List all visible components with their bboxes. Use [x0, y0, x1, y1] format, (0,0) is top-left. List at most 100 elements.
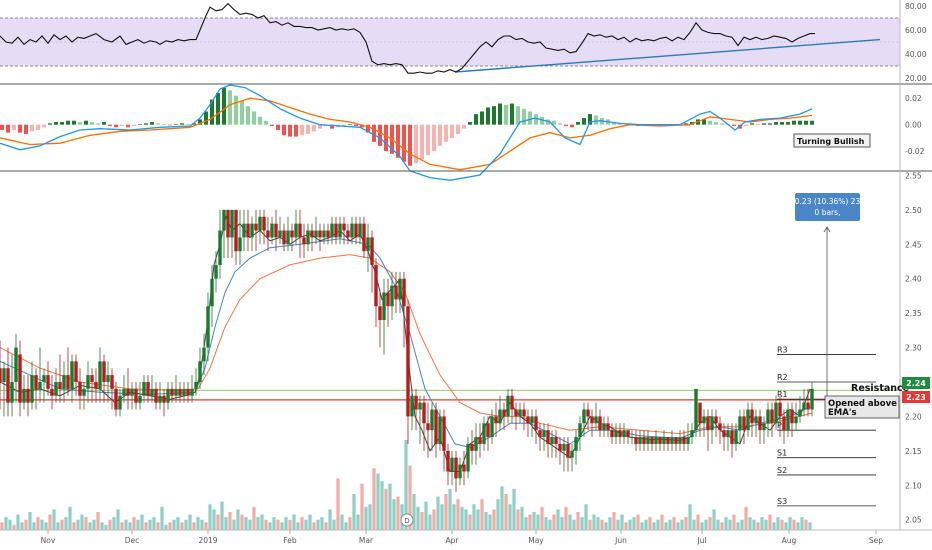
- candle-body[interactable]: [470, 443, 474, 451]
- candle-body[interactable]: [78, 381, 82, 396]
- candle-body[interactable]: [478, 437, 482, 444]
- candle-body[interactable]: [622, 430, 626, 438]
- candle-body[interactable]: [66, 375, 70, 389]
- candle-body[interactable]: [226, 209, 230, 238]
- candle-body[interactable]: [198, 361, 202, 382]
- candle-body[interactable]: [774, 402, 778, 424]
- candle-body[interactable]: [10, 381, 14, 403]
- candle-body[interactable]: [686, 437, 690, 444]
- candle-body[interactable]: [794, 416, 798, 424]
- candle-body[interactable]: [506, 395, 510, 417]
- candle-body[interactable]: [286, 230, 290, 245]
- candle-body[interactable]: [770, 409, 774, 424]
- candle-body[interactable]: [218, 230, 222, 265]
- candle-body[interactable]: [174, 388, 178, 396]
- candle-body[interactable]: [170, 388, 174, 396]
- candle-body[interactable]: [86, 375, 90, 389]
- candle-body[interactable]: [114, 388, 118, 410]
- candle-body[interactable]: [486, 423, 490, 438]
- price-panel[interactable]: R3 R2 R1 P S1 S2 S3: [0, 209, 900, 530]
- candle-body[interactable]: [342, 223, 346, 231]
- candle-body[interactable]: [422, 402, 426, 424]
- candle-body[interactable]: [810, 388, 814, 410]
- candle-body[interactable]: [634, 437, 638, 444]
- candle-body[interactable]: [538, 430, 542, 438]
- candle-body[interactable]: [50, 388, 54, 396]
- candle-body[interactable]: [598, 416, 602, 431]
- candle-body[interactable]: [26, 388, 30, 403]
- candle-body[interactable]: [542, 430, 546, 438]
- candle-body[interactable]: [594, 416, 598, 424]
- candle-body[interactable]: [726, 430, 730, 438]
- candle-body[interactable]: [582, 409, 586, 424]
- candle-body[interactable]: [146, 381, 150, 396]
- candle-body[interactable]: [458, 464, 462, 479]
- candle-body[interactable]: [430, 409, 434, 431]
- candle-body[interactable]: [334, 223, 338, 238]
- candle-body[interactable]: [554, 437, 558, 444]
- candle-body[interactable]: [722, 430, 726, 438]
- candle-body[interactable]: [694, 388, 698, 431]
- candle-body[interactable]: [258, 216, 262, 231]
- candle-body[interactable]: [438, 416, 442, 444]
- candle-body[interactable]: [246, 223, 250, 238]
- candle-body[interactable]: [74, 361, 78, 382]
- candle-body[interactable]: [550, 437, 554, 444]
- candle-body[interactable]: [762, 423, 766, 431]
- candle-body[interactable]: [614, 430, 618, 438]
- candle-body[interactable]: [234, 209, 238, 252]
- candle-body[interactable]: [454, 457, 458, 479]
- candle-body[interactable]: [682, 437, 686, 444]
- candle-body[interactable]: [442, 416, 446, 451]
- candle-body[interactable]: [134, 388, 138, 403]
- candle-body[interactable]: [282, 230, 286, 245]
- candle-body[interactable]: [674, 437, 678, 444]
- candle-body[interactable]: [494, 416, 498, 424]
- candle-body[interactable]: [574, 437, 578, 451]
- candle-body[interactable]: [366, 237, 370, 252]
- candle-body[interactable]: [518, 409, 522, 417]
- candle-body[interactable]: [30, 375, 34, 403]
- candle-body[interactable]: [734, 430, 738, 444]
- candle-body[interactable]: [610, 430, 614, 438]
- candle-body[interactable]: [618, 430, 622, 438]
- candle-body[interactable]: [806, 402, 810, 410]
- candle-body[interactable]: [90, 375, 94, 382]
- candle-body[interactable]: [38, 381, 42, 389]
- candle-body[interactable]: [758, 416, 762, 431]
- candle-body[interactable]: [474, 437, 478, 451]
- candle-body[interactable]: [650, 437, 654, 444]
- candle-body[interactable]: [530, 416, 534, 424]
- candle-body[interactable]: [434, 409, 438, 444]
- candle-body[interactable]: [34, 375, 38, 389]
- candle-body[interactable]: [314, 230, 318, 238]
- candle-body[interactable]: [58, 381, 62, 389]
- candle-body[interactable]: [522, 409, 526, 417]
- candle-body[interactable]: [502, 409, 506, 417]
- candle-body[interactable]: [222, 209, 226, 231]
- candle-body[interactable]: [662, 437, 666, 444]
- candle-body[interactable]: [642, 437, 646, 444]
- candle-body[interactable]: [498, 409, 502, 424]
- candle-body[interactable]: [798, 409, 802, 417]
- candle-body[interactable]: [746, 409, 750, 431]
- candle-body[interactable]: [466, 443, 470, 472]
- candle-body[interactable]: [638, 437, 642, 444]
- candle-body[interactable]: [126, 388, 130, 396]
- candle-body[interactable]: [426, 423, 430, 431]
- candle-body[interactable]: [346, 230, 350, 238]
- candle-body[interactable]: [102, 361, 106, 382]
- measure-box[interactable]: 0.23 (10.36%) 23 0 bars,: [795, 193, 861, 221]
- candle-body[interactable]: [110, 375, 114, 389]
- candle-body[interactable]: [194, 381, 198, 389]
- candle-body[interactable]: [390, 285, 394, 307]
- candle-body[interactable]: [394, 285, 398, 300]
- candle-body[interactable]: [94, 381, 98, 389]
- rsi-panel[interactable]: [0, 2, 900, 74]
- candle-body[interactable]: [142, 381, 146, 396]
- candle-body[interactable]: [98, 361, 102, 389]
- candle-body[interactable]: [166, 388, 170, 403]
- candle-body[interactable]: [190, 388, 194, 396]
- candle-body[interactable]: [570, 450, 574, 458]
- candle-body[interactable]: [318, 230, 322, 238]
